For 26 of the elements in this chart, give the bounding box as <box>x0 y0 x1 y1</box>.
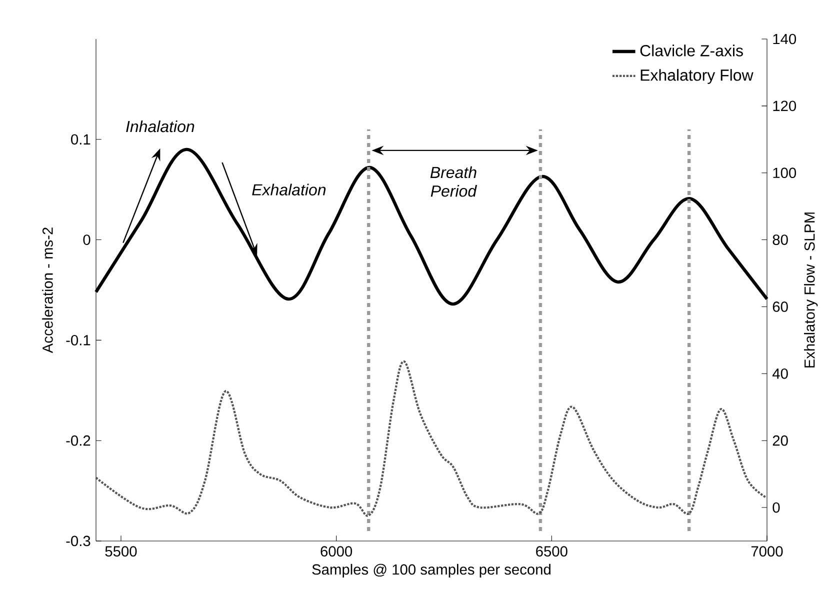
y-tick-label: -0.3 <box>66 536 90 546</box>
y-axis-title: Acceleration - ms-2 <box>42 228 53 354</box>
y-tick-label: 0.1 <box>71 134 90 145</box>
x-axis-title: Samples @ 100 samples per second <box>312 564 550 578</box>
y2-tick-label: 80 <box>772 234 788 245</box>
x-tick-label: 6000 <box>320 546 352 557</box>
annotation: Inhalation <box>126 120 194 132</box>
x-tick-label: 7000 <box>751 546 783 557</box>
x-tick-label: 6500 <box>536 546 568 557</box>
legend-label: Clavicle Z-axis <box>640 44 743 56</box>
y-tick-label: 0 <box>83 234 90 245</box>
y-tick-label: -0.1 <box>66 335 90 346</box>
y2-tick-label: 140 <box>773 34 796 44</box>
y2-tick-label: 40 <box>772 368 788 379</box>
y-tick-label: -0.2 <box>66 435 90 446</box>
y2-tick-label: 20 <box>772 435 788 446</box>
y2-axis-title: Exhalatory Flow - SLPM <box>804 212 818 368</box>
line-series <box>94 360 768 517</box>
y2-tick-label: 0 <box>772 502 780 513</box>
annotation: Exhalation <box>252 184 326 196</box>
y2-tick-label: 60 <box>772 302 788 312</box>
legend-label: Exhalatory Flow <box>640 69 754 84</box>
annotation: Breath Period <box>430 166 478 197</box>
y2-tick-label: 100 <box>773 168 796 178</box>
y2-tick-label: 120 <box>773 100 796 112</box>
x-tick-label: 5500 <box>105 546 137 557</box>
